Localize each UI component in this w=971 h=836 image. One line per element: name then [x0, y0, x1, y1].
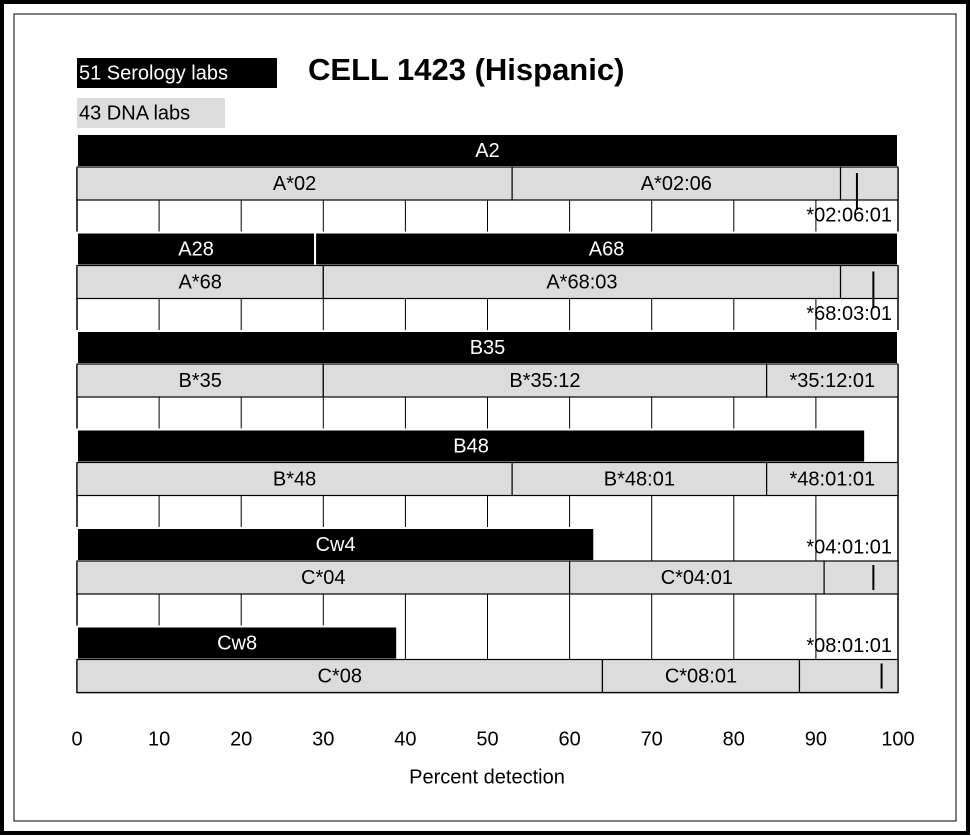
inner-frame — [13, 13, 957, 822]
legend-label: 43 DNA labs — [79, 102, 190, 124]
x-tick-label: 80 — [723, 728, 745, 750]
dna-bar — [76, 461, 513, 497]
serology-bar — [314, 231, 899, 267]
serology-bar — [76, 231, 317, 267]
dna-bar — [511, 166, 842, 201]
dna-label: C*04:01 — [661, 567, 733, 589]
x-tick-label: 10 — [148, 728, 170, 750]
x-axis-label: Percent detection — [409, 766, 565, 788]
serology-label: A2 — [475, 140, 499, 162]
marker-label: *08:01:01 — [806, 635, 892, 657]
x-tick-label: 90 — [805, 728, 827, 750]
dna-label: B*35:12 — [509, 370, 580, 392]
x-tick-label: 30 — [312, 728, 334, 750]
dna-bar — [76, 363, 324, 398]
dna-label: B*35 — [178, 370, 221, 392]
dna-label: A*68:03 — [546, 271, 617, 293]
dna-label: *35:12:01 — [789, 370, 875, 392]
dna-label: C*04 — [301, 567, 345, 589]
dna-bar — [839, 264, 899, 300]
serology-label: B48 — [453, 435, 489, 457]
marker-label: *68:03:01 — [806, 303, 892, 325]
x-tick-label: 70 — [641, 728, 663, 750]
legend-swatch — [77, 58, 277, 88]
dna-bar — [766, 461, 899, 497]
serology-label: Cw8 — [217, 632, 257, 654]
dna-bar — [766, 363, 899, 398]
dna-bar — [322, 264, 842, 300]
legend-label: 51 Serology labs — [79, 62, 228, 84]
x-tick-label: 0 — [71, 728, 82, 750]
serology-label: B35 — [470, 337, 506, 359]
dna-bar — [322, 363, 768, 398]
serology-label: A28 — [178, 238, 214, 260]
dna-label: A*02 — [273, 173, 316, 195]
x-tick-label: 50 — [476, 728, 498, 750]
dna-bar — [798, 658, 899, 694]
dna-label: *48:01:01 — [789, 468, 875, 490]
dna-label: A*02:06 — [641, 173, 712, 195]
dna-bar — [76, 658, 604, 694]
chart-title: CELL 1423 (Hispanic) — [308, 52, 624, 87]
serology-label: A68 — [589, 238, 625, 260]
marker-label: *02:06:01 — [806, 204, 892, 226]
serology-bar — [76, 625, 399, 661]
dna-bar — [511, 461, 768, 497]
dna-bar — [839, 166, 899, 201]
serology-bar — [76, 428, 867, 464]
dna-bar — [823, 560, 899, 595]
x-tick-label: 100 — [881, 728, 914, 750]
dna-label: C*08:01 — [665, 665, 737, 687]
dna-bar — [568, 560, 825, 595]
dna-bar — [601, 658, 801, 694]
dna-bar — [76, 264, 324, 300]
dna-bar — [76, 560, 571, 595]
dna-label: C*08 — [317, 665, 361, 687]
dna-label: B*48:01 — [604, 468, 675, 490]
serology-bar — [76, 133, 899, 168]
dna-label: B*48 — [273, 468, 316, 490]
x-tick-label: 20 — [230, 728, 252, 750]
marker-label: *04:01:01 — [806, 536, 892, 558]
legend-swatch — [77, 98, 225, 128]
serology-label: Cw4 — [316, 534, 356, 556]
x-tick-label: 40 — [394, 728, 416, 750]
x-tick-label: 60 — [558, 728, 580, 750]
dna-label: A*68 — [178, 271, 221, 293]
